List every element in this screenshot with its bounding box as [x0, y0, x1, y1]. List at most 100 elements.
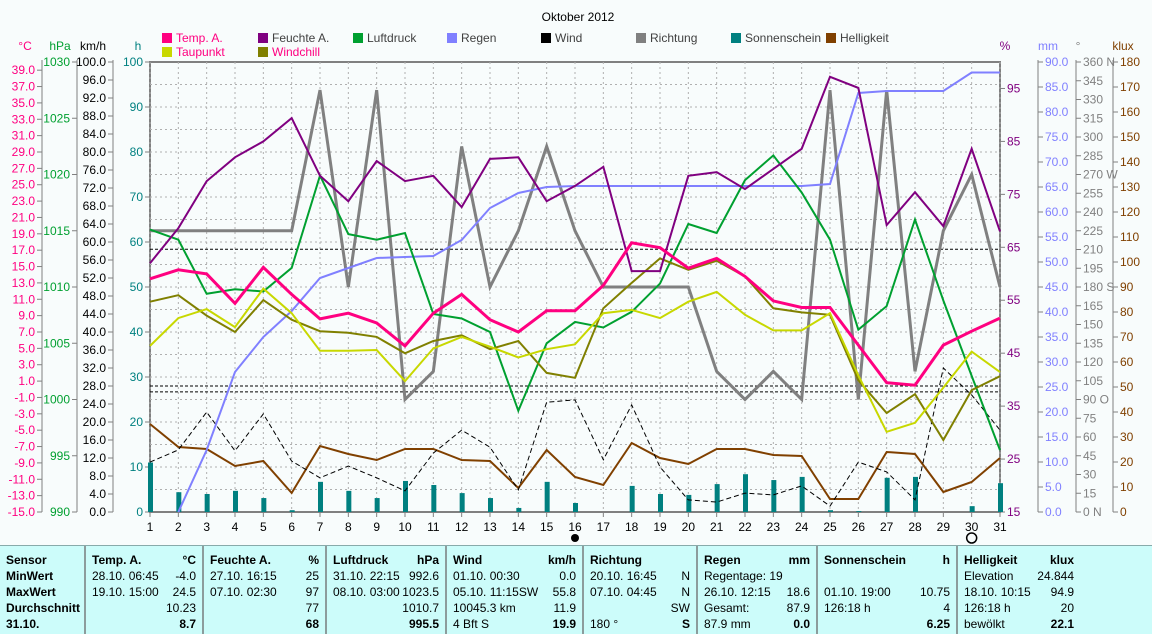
x-tick-label: 9: [373, 520, 380, 534]
x-tick-label: 19: [653, 520, 667, 534]
x-tick-label: 3: [203, 520, 210, 534]
x-tick-label: 18: [625, 520, 639, 534]
axis-tick-label-temp: -3.0: [14, 407, 35, 421]
axis-tick-label-deg: 225: [1083, 224, 1103, 238]
sunshine-bar: [488, 498, 493, 512]
stats-row: 10045.3 km 11.9: [447, 600, 582, 616]
axis-tick-label-klux: 160: [1120, 105, 1140, 119]
stats-row: 27.10. 16:15 25: [204, 568, 325, 584]
axis-tick-label-h: 40: [130, 325, 144, 339]
axis-tick-label-deg: 210: [1083, 243, 1103, 257]
axis-tick-label-mm: 60.0: [1045, 205, 1069, 219]
stats-cell-value: 992.6: [408, 569, 439, 583]
axis-tick-label-temp: 37.0: [12, 80, 36, 94]
stats-row: [818, 568, 956, 584]
column-unit: %: [308, 553, 319, 567]
filled-circle-marker: [571, 534, 579, 542]
axis-tick-label-deg: 0 N: [1083, 505, 1102, 519]
sunshine-bar: [629, 485, 635, 512]
legend-label: Richtung: [650, 31, 697, 45]
stats-cell-value: 68: [305, 617, 319, 631]
axis-tick-label-temp: 13.0: [12, 276, 36, 290]
stats-cell-value: S: [681, 617, 690, 631]
stats-cell-label: 31.10. 22:15: [333, 569, 400, 583]
column-header: Luftdruck hPa: [327, 552, 445, 568]
stats-row: 6.25: [818, 616, 956, 632]
axis-tick-label-kmh: 56.0: [83, 253, 107, 267]
x-tick-label: 23: [767, 520, 781, 534]
sunshine-bar: [856, 511, 862, 512]
sunshine-bar: [261, 498, 267, 512]
legend-swatch: [258, 47, 268, 57]
series-line-windchill: [149, 257, 1001, 442]
sunshine-bar: [799, 476, 805, 512]
stats-cell-value: 1023.5: [402, 585, 439, 599]
axis-tick-label-klux: 120: [1120, 205, 1140, 219]
x-tick-label: 13: [483, 520, 497, 534]
stats-cell-label: 180 °: [590, 617, 619, 631]
x-tick-label: 27: [880, 520, 894, 534]
stats-cell-value: -4.0: [175, 569, 196, 583]
sunshine-bar: [573, 503, 578, 512]
axis-tick-label-klux: 60: [1120, 355, 1134, 369]
axis-tick-label-pct: 35: [1007, 399, 1021, 413]
x-tick-label: 1: [147, 520, 154, 534]
stats-cell-label: 01.10. 00:30: [453, 569, 520, 583]
legend-label: Taupunkt: [176, 45, 225, 59]
x-tick-label: 26: [852, 520, 866, 534]
stats-cell-value: N: [681, 569, 690, 583]
sunshine-bar: [318, 481, 323, 512]
stats-cell-value: 18.6: [786, 585, 810, 599]
axis-tick-label-deg: 105: [1083, 374, 1103, 388]
legend-label: Regen: [461, 31, 496, 45]
axis-tick-label-mm: 40.0: [1045, 305, 1069, 319]
stats-cell-label: 01.10. 19:00: [824, 585, 891, 599]
axis-tick-label-pct: 75: [1007, 187, 1021, 201]
stats-row: 18.10. 10:15 94.9: [958, 584, 1080, 600]
stats-cell-label: 19.10. 15:00: [92, 585, 159, 599]
axis-tick-label-deg: 195: [1083, 261, 1103, 275]
axis-tick-label-mm: 20.0: [1045, 405, 1069, 419]
stats-row: 995.5: [327, 616, 445, 632]
legend-swatch: [447, 33, 457, 43]
axis-tick-label-kmh: 68.0: [83, 199, 107, 213]
axis-tick-label-deg: 45: [1083, 449, 1097, 463]
axis-tick-label-klux: 40: [1120, 405, 1134, 419]
axis-tick-label-temp: 33.0: [12, 112, 36, 126]
stats-column-helligkeit: Helligkeit klux Elevation 24.844 18.10. 10:1…: [956, 546, 1080, 634]
axis-tick-label-deg: 60: [1083, 430, 1097, 444]
axis-tick-label-deg: 345: [1083, 74, 1103, 88]
stats-cell-value: 22.1: [1050, 617, 1074, 631]
axis-tick-label-kmh: 64.0: [83, 217, 107, 231]
stats-row: bewölkt 22.1: [958, 616, 1080, 632]
axis-tick-label-kmh: 48.0: [83, 289, 107, 303]
axis-tick-label-kmh: 16.0: [83, 433, 107, 447]
stats-cell-value: 19.9: [552, 617, 576, 631]
axis-tick-label-temp: 1.0: [18, 374, 35, 388]
axis-tick-label-temp: 11.0: [13, 292, 36, 306]
x-tick-label: 16: [568, 520, 582, 534]
stats-cell-value: SW: [670, 601, 690, 615]
axis-tick-label-klux: 140: [1120, 155, 1140, 169]
stats-cell-label: Gesamt:: [704, 601, 750, 615]
stats-cell-label: 08.10. 03:00: [333, 585, 400, 599]
column-header: Wind km/h: [447, 552, 582, 568]
axis-tick-label-kmh: 36.0: [83, 343, 107, 357]
axis-tick-label-temp: 25.0: [12, 178, 36, 192]
axis-tick-label-temp: 21.0: [12, 210, 36, 224]
axis-tick-label-mm: 50.0: [1045, 255, 1069, 269]
legend-swatch: [162, 33, 172, 43]
column-header: Temp. A. °C: [86, 552, 202, 568]
column-unit: mm: [788, 553, 810, 567]
stats-row: 68: [204, 616, 325, 632]
axis-tick-label-kmh: 84.0: [83, 127, 107, 141]
axis-tick-label-kmh: 28.0: [83, 379, 107, 393]
column-name: Wind: [453, 553, 483, 567]
axis-tick-label-mm: 0.0: [1045, 505, 1062, 519]
axis-tick-label-mm: 30.0: [1045, 355, 1069, 369]
axis-tick-label-hpa: 1005: [43, 336, 70, 350]
axis-tick-label-hpa: 1020: [43, 168, 70, 182]
stats-row: 8.7: [86, 616, 202, 632]
axis-tick-label-klux: 130: [1120, 180, 1140, 194]
axis-tick-label-hpa: 1010: [43, 280, 70, 294]
